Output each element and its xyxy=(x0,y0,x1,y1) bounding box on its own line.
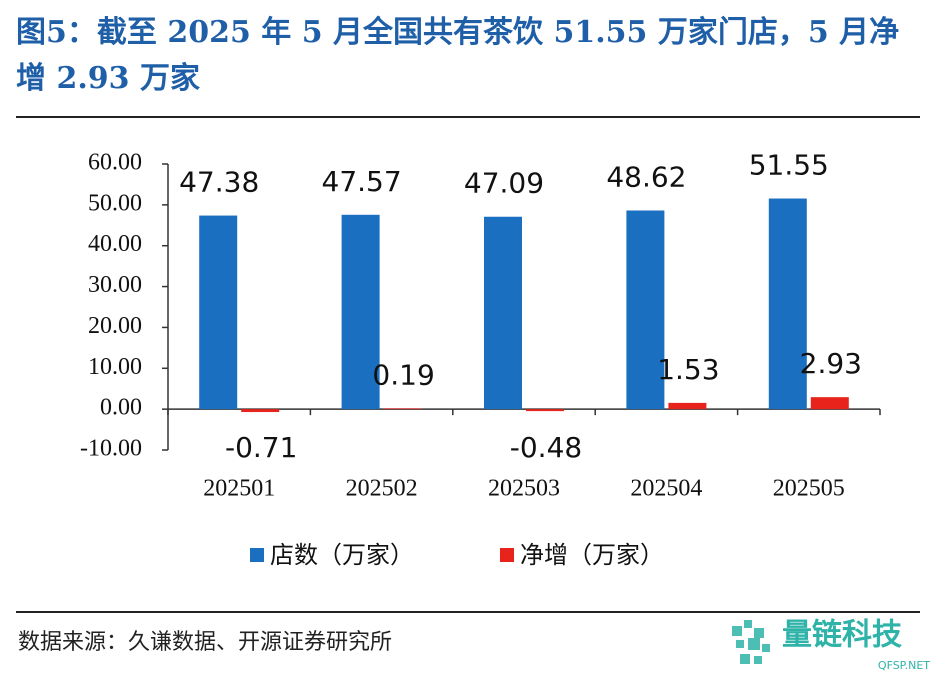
bar xyxy=(241,409,280,413)
bar xyxy=(484,216,522,410)
y-tick-label: 20.00 xyxy=(88,313,142,339)
bar xyxy=(768,198,807,410)
bar xyxy=(668,402,707,410)
top-rule xyxy=(16,116,920,118)
value-label: -0.48 xyxy=(510,431,582,464)
bar xyxy=(626,210,665,410)
legend-swatch xyxy=(250,548,264,562)
value-label: 47.09 xyxy=(464,167,544,200)
watermark-name: 量链科技 xyxy=(782,618,902,653)
bar xyxy=(526,409,564,412)
y-tick-label: -10.00 xyxy=(80,436,142,462)
legend-label: 店数（万家） xyxy=(270,541,414,569)
bar xyxy=(383,408,422,410)
source-note: 数据来源：久谦数据、开源证券研究所 xyxy=(18,630,393,655)
legend: 店数（万家） 净增（万家） xyxy=(250,541,664,569)
y-tick-label: 50.00 xyxy=(88,190,142,216)
y-tick-label: 60.00 xyxy=(88,150,142,176)
y-tick-label: 40.00 xyxy=(88,231,142,257)
legend-swatch xyxy=(500,548,514,562)
value-label: 48.62 xyxy=(606,160,686,193)
value-label: 2.93 xyxy=(800,347,862,380)
y-tick-label: 30.00 xyxy=(88,272,142,298)
y-tick-label: 0.00 xyxy=(100,395,142,421)
x-tick-label: 202502 xyxy=(346,476,418,502)
value-label: 0.19 xyxy=(372,358,434,391)
watermark: 量链科技 QFSP.NET xyxy=(732,618,930,672)
x-tick-label: 202505 xyxy=(773,476,845,502)
chart: -10.00 0.00 10.00 20.00 30.00 40.00 50.00 60.00… xyxy=(80,149,881,569)
chart-title: 图5：截至 2025 年 5 月全国共有茶饮 51.55 万家门店，5 月净增 … xyxy=(16,15,900,96)
bar xyxy=(341,214,380,410)
legend-label: 净增（万家） xyxy=(520,541,664,569)
value-label: 47.57 xyxy=(322,165,402,198)
bar xyxy=(199,215,238,410)
value-label: 1.53 xyxy=(657,353,719,386)
watermark-site: QFSP.NET xyxy=(878,659,930,672)
value-label: 51.55 xyxy=(749,149,829,182)
value-label: 47.38 xyxy=(179,166,259,199)
x-tick-label: 202503 xyxy=(488,476,560,502)
bar xyxy=(810,397,849,410)
value-label: -0.71 xyxy=(225,431,297,464)
x-tick-label: 202504 xyxy=(630,476,702,502)
y-tick-label: 10.00 xyxy=(88,354,142,380)
x-tick-label: 202501 xyxy=(203,476,275,502)
bottom-rule xyxy=(16,611,920,613)
